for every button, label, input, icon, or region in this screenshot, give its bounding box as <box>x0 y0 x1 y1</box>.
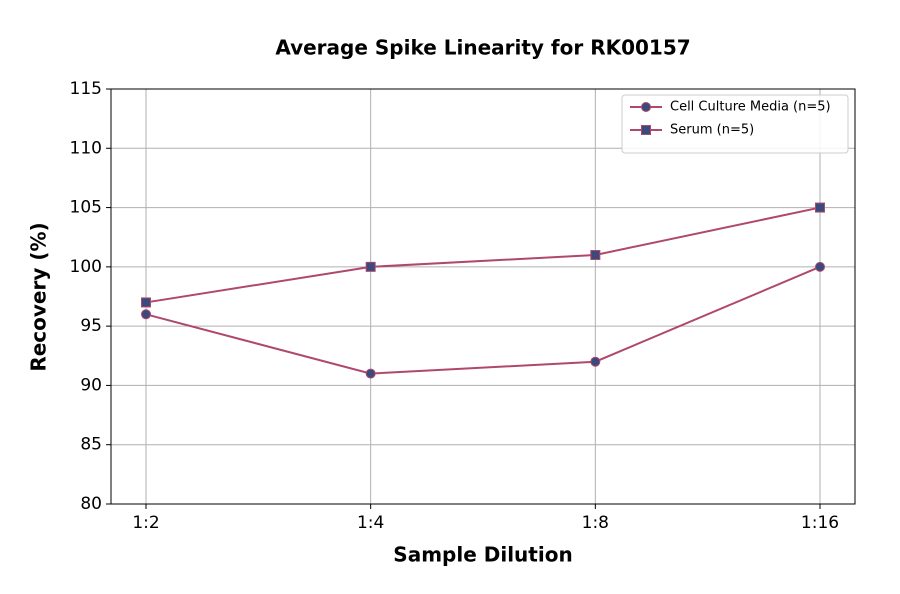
chart-title: Average Spike Linearity for RK00157 <box>275 36 690 60</box>
y-tick-label: 105 <box>70 198 102 218</box>
plot-frame <box>110 88 856 505</box>
marker <box>815 202 825 213</box>
legend-box <box>621 94 849 154</box>
marker <box>590 356 601 367</box>
marker <box>365 368 376 379</box>
marker <box>641 102 651 112</box>
legend: Cell Culture Media (n=5) Serum (n=5) <box>621 94 849 154</box>
marker <box>365 261 376 272</box>
y-tick-label: 100 <box>70 257 102 277</box>
x-tick-label: 1:16 <box>801 513 839 533</box>
marker <box>590 250 601 260</box>
legend-label: Serum (n=5) <box>670 123 754 138</box>
legend-label: Cell Culture Media (n=5) <box>670 100 831 115</box>
y-axis-label: Recovery (%) <box>27 222 51 371</box>
x-axis-label: Sample Dilution <box>393 543 572 567</box>
y-tick-label: 85 <box>80 435 102 455</box>
x-tick-label: 1:2 <box>132 513 159 533</box>
y-tick-label: 115 <box>70 79 102 99</box>
x-tick-label: 1:8 <box>582 513 609 533</box>
marker <box>641 125 651 135</box>
y-tick-label: 80 <box>80 494 102 514</box>
y-tick-label: 90 <box>80 375 102 395</box>
x-tick-label: 1:4 <box>357 513 384 533</box>
y-tick-label: 110 <box>70 138 102 158</box>
marker <box>815 261 825 272</box>
series-line <box>145 265 821 375</box>
y-tick-label: 95 <box>80 316 102 336</box>
series-line <box>145 206 821 304</box>
marker <box>141 309 151 320</box>
marker <box>141 297 151 308</box>
